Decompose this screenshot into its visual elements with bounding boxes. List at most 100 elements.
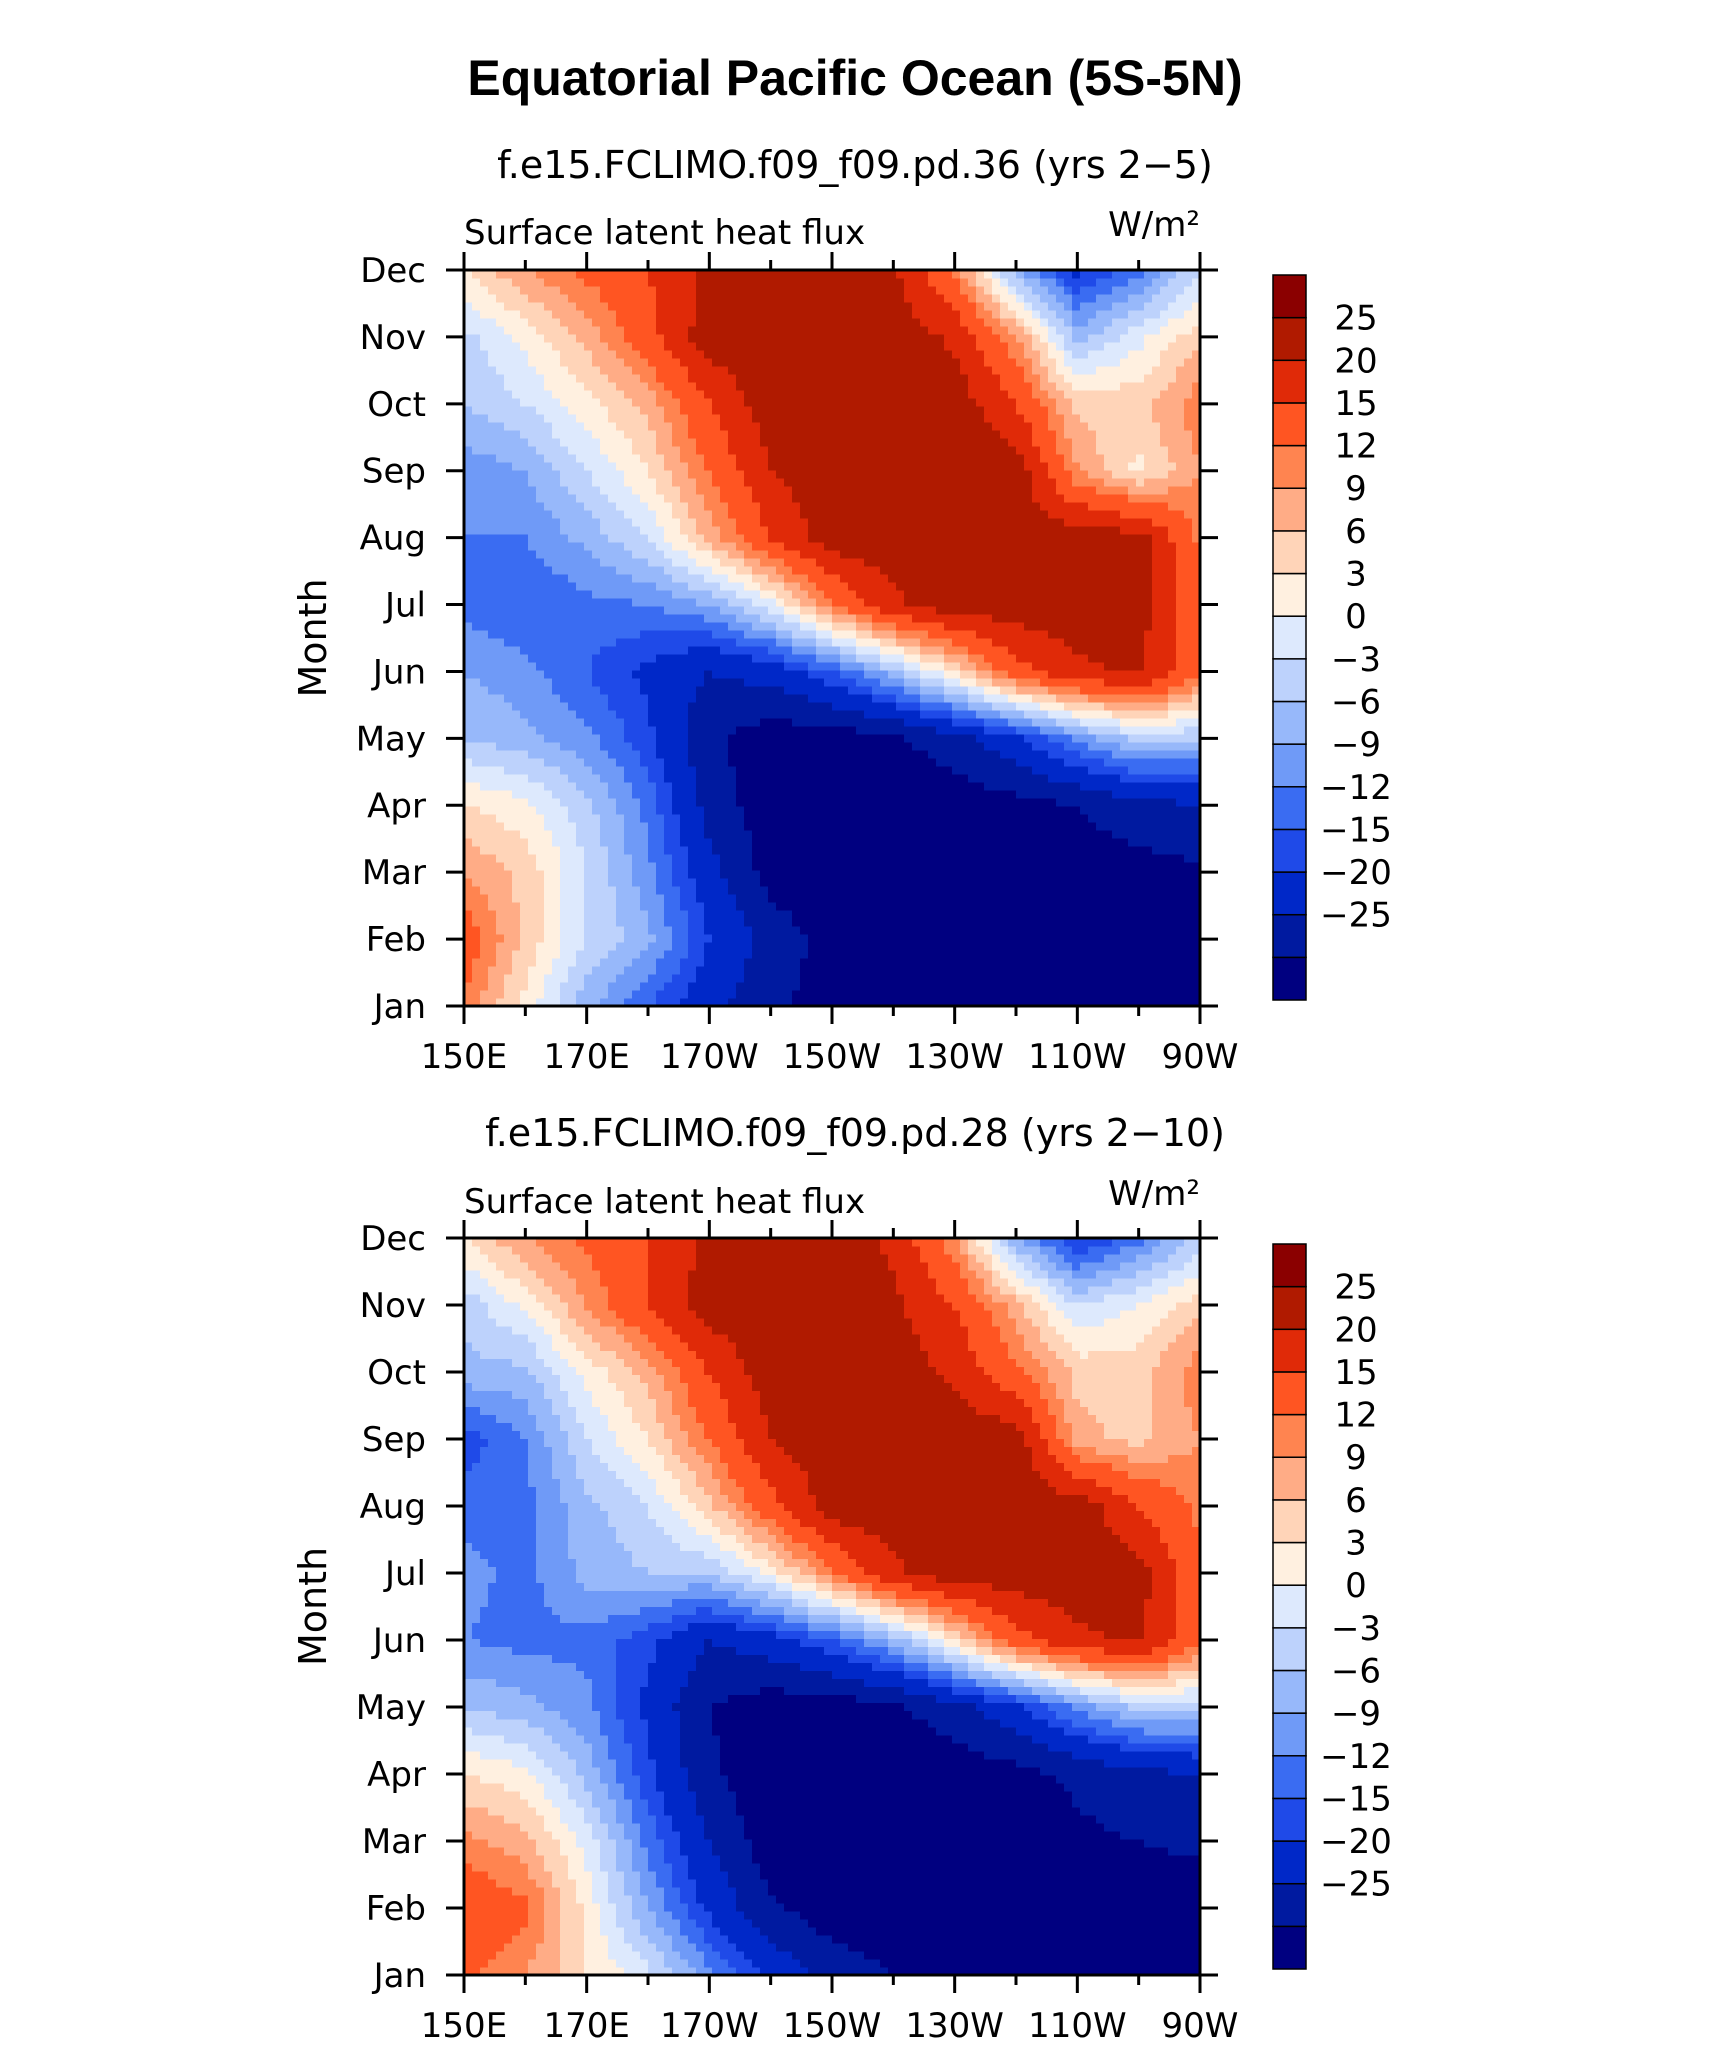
- heatmap-cell: [968, 806, 977, 815]
- heatmap-cell: [1008, 870, 1017, 879]
- heatmap-cell: [1048, 766, 1057, 775]
- heatmap-cell: [984, 966, 993, 975]
- heatmap-cell: [1152, 822, 1161, 831]
- heatmap-cell: [1136, 606, 1145, 615]
- heatmap-cell: [1000, 646, 1009, 655]
- heatmap-cell: [920, 710, 929, 719]
- heatmap-cell: [648, 718, 657, 727]
- heatmap-cell: [552, 582, 561, 591]
- heatmap-cell: [1168, 782, 1177, 791]
- heatmap-cell: [1032, 998, 1041, 1007]
- heatmap-cell: [632, 582, 641, 591]
- heatmap-cell: [808, 838, 817, 847]
- heatmap-cell: [568, 998, 577, 1007]
- heatmap-cell: [712, 574, 721, 583]
- heatmap-cell: [1088, 870, 1097, 879]
- heatmap-cell: [752, 622, 761, 631]
- heatmap-cell: [1160, 710, 1169, 719]
- heatmap-cell: [1144, 998, 1153, 1007]
- heatmap-cell: [872, 950, 881, 959]
- heatmap-cell: [1040, 654, 1049, 663]
- heatmap-cell: [672, 910, 681, 919]
- heatmap-cell: [1120, 782, 1129, 791]
- variable-label: Surface latent heat flux: [464, 213, 865, 253]
- heatmap-cell: [680, 846, 689, 855]
- heatmap-cell: [472, 670, 481, 679]
- heatmap-cell: [632, 982, 641, 991]
- heatmap-cell: [720, 974, 729, 983]
- heatmap-cell: [680, 686, 689, 695]
- heatmap-cell: [504, 582, 513, 591]
- heatmap-cell: [544, 838, 553, 847]
- heatmap-cell: [544, 790, 553, 799]
- heatmap-cell: [1152, 774, 1161, 783]
- heatmap-cell: [1136, 918, 1145, 927]
- heatmap-cell: [1120, 598, 1129, 607]
- heatmap-cell: [1080, 710, 1089, 719]
- heatmap-cell: [784, 958, 793, 967]
- heatmap-cell: [1072, 966, 1081, 975]
- heatmap-cell: [672, 758, 681, 767]
- heatmap-cell: [496, 750, 505, 759]
- heatmap-cell: [792, 846, 801, 855]
- heatmap-cell: [624, 982, 633, 991]
- heatmap-cell: [512, 886, 521, 895]
- heatmap-cell: [664, 998, 673, 1007]
- heatmap-cell: [840, 790, 849, 799]
- heatmap-cell: [664, 622, 673, 631]
- heatmap-cell: [1096, 662, 1105, 671]
- heatmap-cell: [680, 614, 689, 623]
- heatmap-cell: [1072, 854, 1081, 863]
- heatmap-cell: [552, 854, 561, 863]
- heatmap-cell: [512, 574, 521, 583]
- heatmap-cell: [1000, 870, 1009, 879]
- heatmap-cell: [472, 982, 481, 991]
- heatmap-cell: [768, 830, 777, 839]
- heatmap-cell: [728, 790, 737, 799]
- heatmap-cell: [592, 702, 601, 711]
- heatmap-cell: [864, 790, 873, 799]
- heatmap-cell: [880, 678, 889, 687]
- heatmap-cell: [800, 950, 809, 959]
- heatmap-cell: [688, 918, 697, 927]
- heatmap-cell: [888, 662, 897, 671]
- heatmap-cell: [1080, 886, 1089, 895]
- heatmap-cell: [1072, 838, 1081, 847]
- heatmap-cell: [808, 718, 817, 727]
- heatmap-cell: [808, 966, 817, 975]
- heatmap-cell: [1024, 702, 1033, 711]
- heatmap-cell: [1008, 694, 1017, 703]
- heatmap-cell: [1104, 726, 1113, 735]
- heatmap-cell: [864, 782, 873, 791]
- heatmap-cell: [480, 926, 489, 935]
- heatmap-cell: [624, 910, 633, 919]
- heatmap-cell: [600, 790, 609, 799]
- heatmap-cell: [488, 942, 497, 951]
- heatmap-cell: [568, 678, 577, 687]
- heatmap-cell: [568, 622, 577, 631]
- heatmap-cell: [744, 974, 753, 983]
- heatmap-cell: [936, 918, 945, 927]
- heatmap-cell: [1112, 958, 1121, 967]
- heatmap-cell: [1112, 758, 1121, 767]
- heatmap-cell: [776, 918, 785, 927]
- heatmap-cell: [1040, 598, 1049, 607]
- heatmap-cell: [672, 686, 681, 695]
- heatmap-cell: [560, 590, 569, 599]
- heatmap-cell: [744, 870, 753, 879]
- heatmap-cell: [696, 694, 705, 703]
- heatmap-cell: [1096, 806, 1105, 815]
- heatmap-cell: [952, 734, 961, 743]
- heatmap-cell: [704, 638, 713, 647]
- heatmap-cell: [896, 846, 905, 855]
- heatmap-cell: [1080, 654, 1089, 663]
- heatmap-cell: [1160, 726, 1169, 735]
- heatmap-cell: [592, 990, 601, 999]
- heatmap-cell: [1192, 942, 1201, 951]
- heatmap-cell: [936, 806, 945, 815]
- heatmap-cell: [528, 862, 537, 871]
- heatmap-cell: [840, 758, 849, 767]
- heatmap-cell: [1024, 694, 1033, 703]
- heatmap-cell: [952, 950, 961, 959]
- heatmap-cell: [928, 830, 937, 839]
